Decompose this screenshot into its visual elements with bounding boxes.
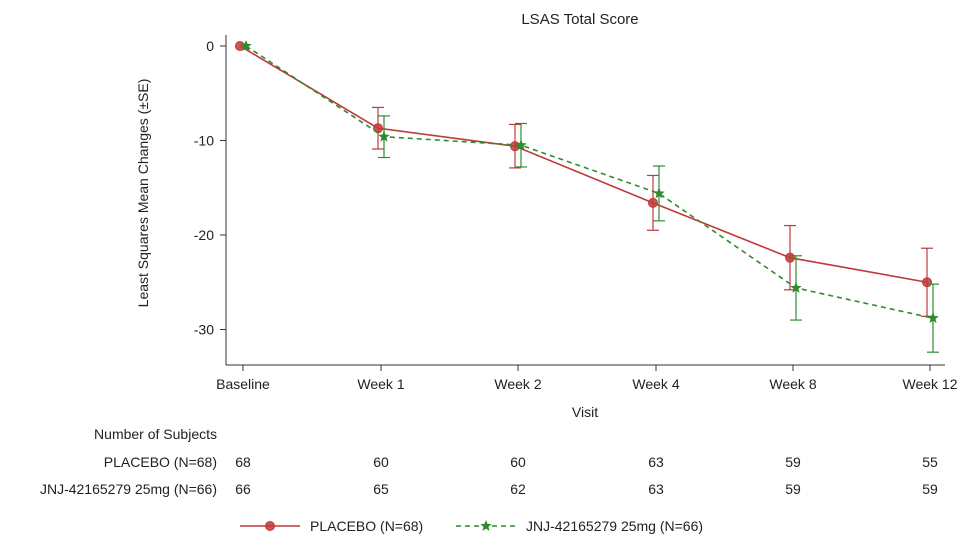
data-point bbox=[648, 197, 658, 208]
subjects-count: 62 bbox=[510, 481, 526, 497]
subjects-row-label: PLACEBO (N=68) bbox=[104, 454, 217, 470]
subjects-count: 65 bbox=[373, 481, 389, 497]
x-tick-label: Week 1 bbox=[357, 376, 404, 392]
series-line bbox=[245, 45, 934, 319]
legend-jnj-marker bbox=[480, 520, 492, 531]
subjects-count: 63 bbox=[648, 481, 664, 497]
data-point bbox=[653, 187, 665, 199]
series-layer bbox=[235, 40, 939, 353]
y-tick-label: 0 bbox=[206, 38, 214, 54]
subjects-count: 63 bbox=[648, 454, 664, 470]
legend-placebo-marker bbox=[265, 521, 275, 531]
subjects-count: 68 bbox=[235, 454, 251, 470]
legend: PLACEBO (N=68) JNJ-42165279 25mg (N=66) bbox=[240, 518, 703, 534]
x-tick-label: Week 4 bbox=[632, 376, 679, 392]
subjects-count: 60 bbox=[373, 454, 389, 470]
x-tick-label: Baseline bbox=[216, 376, 270, 392]
subjects-count: 66 bbox=[235, 481, 251, 497]
x-tick-label: Week 8 bbox=[769, 376, 816, 392]
subjects-count: 55 bbox=[922, 454, 938, 470]
subjects-table-header: Number of Subjects bbox=[94, 426, 217, 442]
y-tick-label: -30 bbox=[194, 322, 214, 338]
y-tick-label: -20 bbox=[194, 227, 214, 243]
x-tick-label: Week 2 bbox=[494, 376, 541, 392]
data-point bbox=[790, 281, 802, 293]
y-tick-label: -10 bbox=[194, 133, 214, 149]
data-point bbox=[922, 277, 932, 288]
series-placebo bbox=[235, 41, 933, 317]
x-axis-ticks: Baseline Week 1 Week 2 Week 4 Week 8 Week 12 bbox=[216, 365, 958, 392]
legend-jnj-label: JNJ-42165279 25mg (N=66) bbox=[526, 518, 703, 534]
chart-title: LSAS Total Score bbox=[521, 11, 638, 28]
data-point bbox=[785, 252, 795, 263]
subjects-count: 59 bbox=[922, 481, 938, 497]
series-jnj-42165279 bbox=[240, 40, 939, 353]
subjects-count: 60 bbox=[510, 454, 526, 470]
subjects-count: 59 bbox=[785, 481, 801, 497]
data-point bbox=[927, 312, 939, 324]
subjects-count: 59 bbox=[785, 454, 801, 470]
legend-placebo-label: PLACEBO (N=68) bbox=[310, 518, 423, 534]
subjects-row-label: JNJ-42165279 25mg (N=66) bbox=[40, 481, 217, 497]
y-axis-ticks: 0 -10 -20 -30 bbox=[194, 38, 226, 338]
data-point bbox=[378, 130, 390, 142]
data-point bbox=[240, 40, 252, 51]
x-axis-label: Visit bbox=[572, 404, 598, 420]
subjects-table: PLACEBO (N=68) 68 60 60 63 59 55 JNJ-42165279 2… bbox=[40, 454, 938, 497]
data-point bbox=[515, 139, 527, 151]
x-tick-label: Week 12 bbox=[903, 376, 958, 392]
y-axis-label: Least Squares Mean Changes (±SE) bbox=[135, 79, 151, 308]
series-line bbox=[239, 45, 928, 284]
